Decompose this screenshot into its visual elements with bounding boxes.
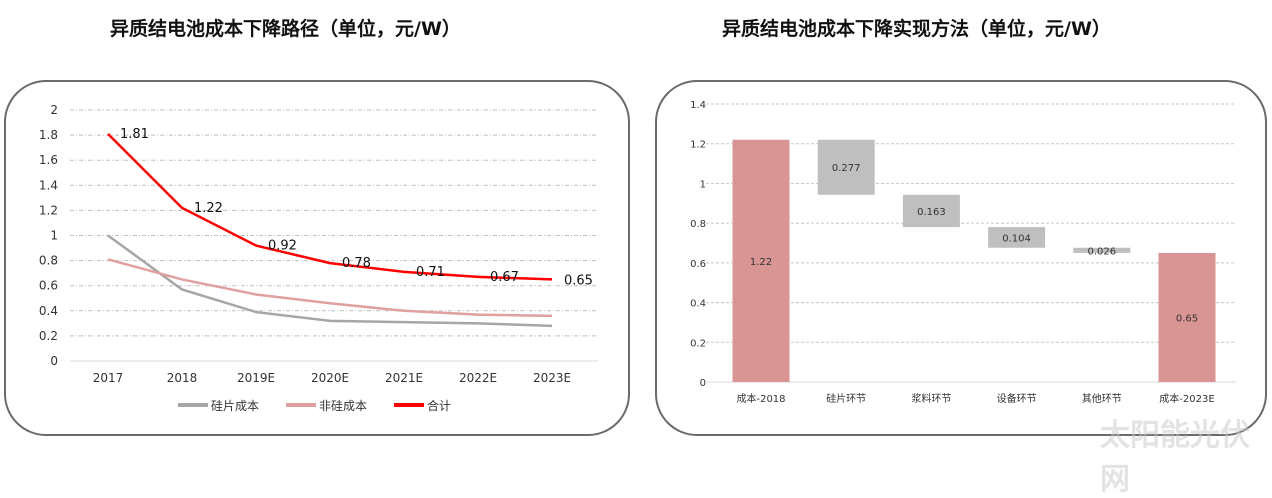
left-chart-title: 异质结电池成本下降路径（单位，元/W） [110,18,461,40]
x-tick-label: 成本-2018 [736,392,785,405]
y-tick-label: 0.6 [690,259,706,270]
data-label: 1.22 [194,201,223,216]
y-tick-label: 0 [700,378,706,389]
data-label: 0.78 [342,256,371,271]
legend-label: 合计 [427,398,451,413]
data-label: 0.67 [490,270,519,285]
y-tick-label: 1.4 [39,178,58,192]
bar-其他环节 [1073,247,1131,253]
bar-成本-2023E [1158,252,1216,382]
data-label: 1.81 [120,127,149,142]
x-tick-label: 2018 [167,371,198,385]
y-tick-label: 0.4 [39,304,58,318]
data-label: 0.65 [564,273,593,288]
y-tick-label: 0.2 [39,329,58,343]
y-tick-label: 1 [50,229,58,243]
y-tick-label: 0 [50,354,58,368]
x-tick-label: 设备环节 [997,392,1037,405]
y-tick-label: 0.8 [39,254,58,268]
watermark: 太阳能光伏网 [1100,418,1250,497]
data-label: 0.71 [416,265,445,280]
y-tick-label: 1.4 [690,100,706,111]
data-label: 0.104 [1002,233,1031,244]
data-label: 0.277 [832,163,861,174]
x-tick-label: 2023E [533,371,571,385]
left-chart-frame [4,80,630,436]
charts-svg: 0 0.2 0.4 0.6 0.8 1 1.2 1.4 1.6 1.8 2 2017 2018 2019E… [39,100,1236,413]
y-tick-label: 0.8 [690,219,706,230]
y-tick-label: 1.8 [39,128,58,142]
x-tick-label: 2017 [93,371,124,385]
x-tick-label: 成本-2023E [1159,392,1214,405]
data-label: 1.22 [750,257,772,268]
data-label: 0.163 [917,207,946,218]
y-tick-label: 1.2 [690,140,706,151]
bar-成本-2018 [732,139,790,382]
y-tick-label: 1.6 [39,153,58,167]
data-label: 0.65 [1176,313,1198,324]
x-tick-label: 2022E [459,371,497,385]
x-tick-label: 硅片环节 [826,392,866,405]
y-tick-label: 0.2 [690,338,706,349]
legend-label: 硅片成本 [211,399,259,413]
y-tick-label: 1.2 [39,203,58,217]
data-label: 0.92 [268,239,297,254]
y-tick-label: 0.6 [39,279,58,293]
series-line-合计 [107,132,553,281]
series-line-硅片成本 [107,234,553,328]
x-tick-label: 2021E [385,371,423,385]
right-chart-title: 异质结电池成本下降实现方法（单位，元/W） [722,18,1111,40]
x-tick-label: 2019E [237,371,275,385]
x-tick-label: 浆料环节 [911,392,951,405]
data-label: 0.026 [1087,246,1116,257]
x-tick-label: 2020E [311,371,349,385]
bar-硅片环节 [817,139,875,195]
y-tick-label: 1 [700,179,706,190]
legend-label: 非硅成本 [319,399,367,413]
x-tick-label: 其他环节 [1082,392,1122,405]
y-tick-label: 2 [50,103,58,117]
y-tick-label: 0.4 [690,299,706,310]
series-line-非硅成本 [107,258,553,318]
bar-设备环节 [988,227,1046,248]
bar-浆料环节 [902,194,960,228]
